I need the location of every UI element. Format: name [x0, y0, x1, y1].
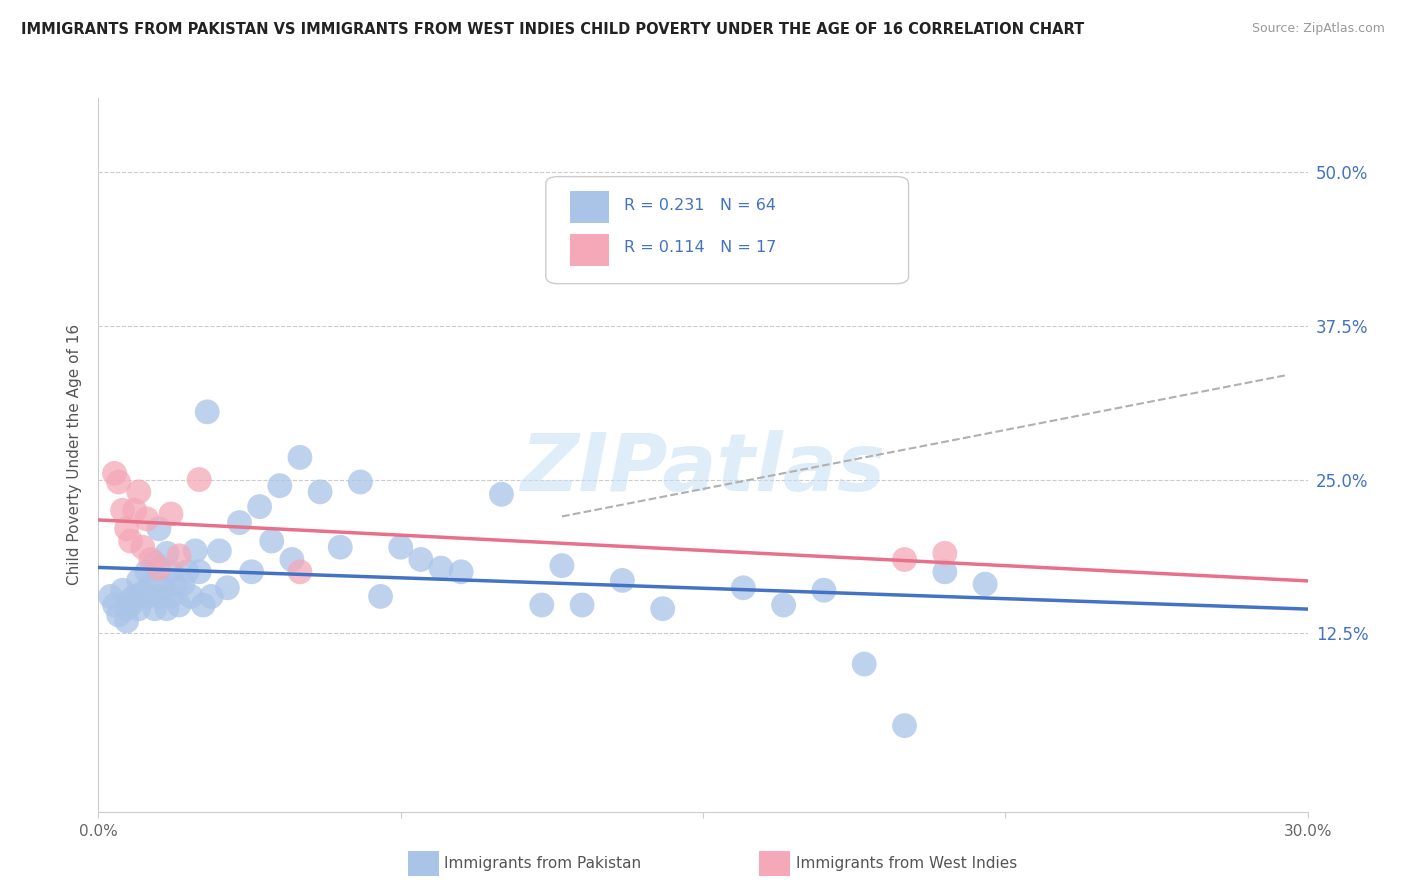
Point — [148, 561, 170, 575]
Point — [160, 565, 183, 579]
Point — [260, 534, 283, 549]
Point — [893, 718, 915, 732]
Point — [176, 565, 198, 579]
Point — [269, 478, 291, 492]
Point — [651, 601, 673, 615]
Point — [148, 522, 170, 536]
Point — [188, 565, 211, 579]
Point — [430, 561, 453, 575]
Point — [100, 590, 122, 604]
Point — [124, 590, 146, 604]
FancyBboxPatch shape — [546, 177, 908, 284]
Point — [156, 546, 179, 560]
Point — [156, 601, 179, 615]
Point — [163, 577, 186, 591]
Point — [893, 552, 915, 566]
Point — [120, 593, 142, 607]
Point — [288, 565, 311, 579]
Point — [172, 577, 194, 591]
Point — [120, 598, 142, 612]
Point — [184, 544, 207, 558]
Point — [571, 598, 593, 612]
Point — [135, 565, 157, 579]
Point — [148, 590, 170, 604]
Text: ZIPatlas: ZIPatlas — [520, 430, 886, 508]
Point — [107, 607, 129, 622]
Point — [491, 487, 513, 501]
Point — [309, 484, 332, 499]
Point — [288, 450, 311, 465]
Point — [208, 544, 231, 558]
Text: Immigrants from Pakistan: Immigrants from Pakistan — [444, 856, 641, 871]
Point — [139, 577, 162, 591]
Point — [139, 552, 162, 566]
Point — [115, 601, 138, 615]
Point — [167, 598, 190, 612]
Text: IMMIGRANTS FROM PAKISTAN VS IMMIGRANTS FROM WEST INDIES CHILD POVERTY UNDER THE : IMMIGRANTS FROM PAKISTAN VS IMMIGRANTS F… — [21, 22, 1084, 37]
Point — [128, 574, 150, 588]
Point — [167, 549, 190, 563]
Point — [143, 556, 166, 570]
Point — [329, 540, 352, 554]
Point — [128, 484, 150, 499]
Point — [281, 552, 304, 566]
Point — [135, 512, 157, 526]
Point — [200, 590, 222, 604]
Point — [120, 534, 142, 549]
Point — [217, 581, 239, 595]
Point — [974, 577, 997, 591]
Point — [180, 590, 202, 604]
Y-axis label: Child Poverty Under the Age of 16: Child Poverty Under the Age of 16 — [67, 325, 83, 585]
Point — [111, 583, 134, 598]
Point — [124, 503, 146, 517]
Point — [115, 614, 138, 628]
Point — [103, 467, 125, 481]
Point — [772, 598, 794, 612]
Text: R = 0.231   N = 64: R = 0.231 N = 64 — [624, 198, 776, 212]
Point — [349, 475, 371, 489]
Text: Immigrants from West Indies: Immigrants from West Indies — [796, 856, 1017, 871]
Point — [128, 601, 150, 615]
Point — [530, 598, 553, 612]
Point — [188, 473, 211, 487]
Point — [195, 405, 218, 419]
Point — [934, 565, 956, 579]
Point — [612, 574, 634, 588]
Text: Source: ZipAtlas.com: Source: ZipAtlas.com — [1251, 22, 1385, 36]
Point — [107, 475, 129, 489]
Point — [160, 507, 183, 521]
Point — [813, 583, 835, 598]
Point — [152, 581, 174, 595]
Bar — [569, 191, 609, 223]
Point — [143, 601, 166, 615]
Text: R = 0.114   N = 17: R = 0.114 N = 17 — [624, 241, 776, 255]
Point — [103, 598, 125, 612]
Point — [228, 516, 250, 530]
Point — [853, 657, 876, 671]
Point — [132, 585, 155, 599]
Point — [240, 565, 263, 579]
Point — [111, 503, 134, 517]
Point — [135, 590, 157, 604]
Point — [132, 540, 155, 554]
Point — [733, 581, 755, 595]
Bar — [569, 234, 609, 266]
Point — [370, 590, 392, 604]
Point — [389, 540, 412, 554]
Point — [193, 598, 215, 612]
Point — [160, 590, 183, 604]
Point — [115, 522, 138, 536]
Point — [934, 546, 956, 560]
Point — [409, 552, 432, 566]
Point — [249, 500, 271, 514]
Point — [450, 565, 472, 579]
Point — [551, 558, 574, 573]
